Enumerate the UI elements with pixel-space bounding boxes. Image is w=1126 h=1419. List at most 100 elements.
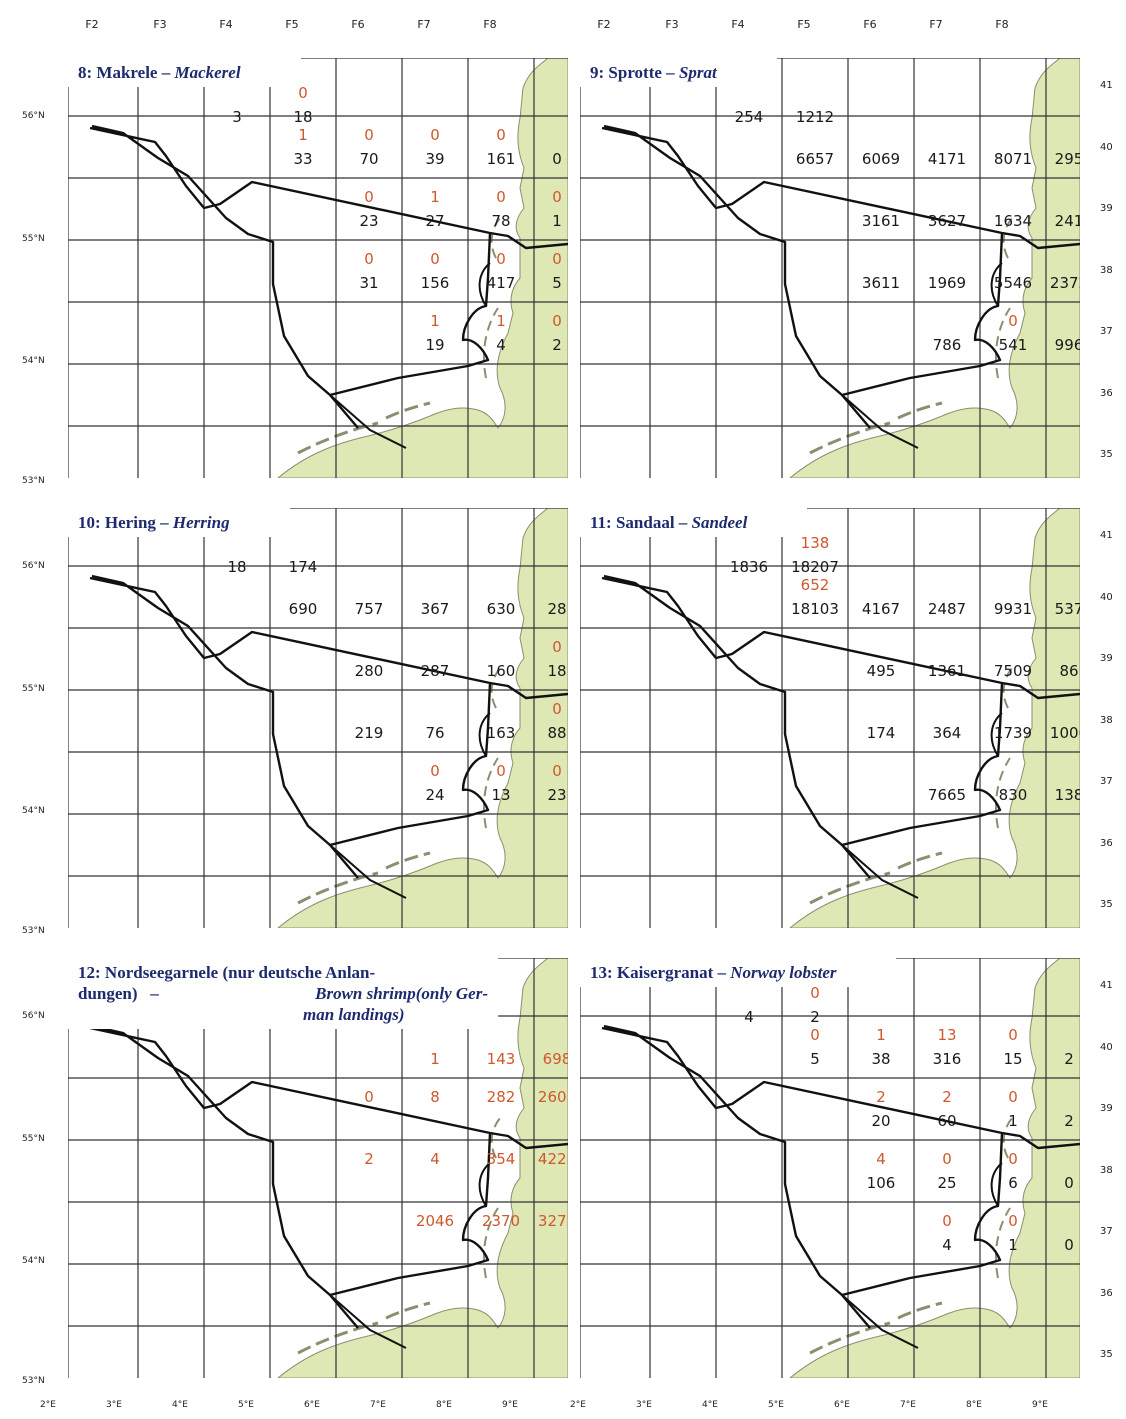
- value-red: 0: [552, 312, 562, 330]
- latitude-label: 55°N: [22, 234, 45, 244]
- value-black: 1361: [928, 662, 966, 680]
- latitude-label: 55°N: [22, 1134, 45, 1144]
- grid-column-label: F7: [417, 18, 431, 31]
- value-red: 0: [496, 762, 506, 780]
- value-red: 1: [496, 312, 506, 330]
- value-red: 4: [430, 1150, 440, 1168]
- longitude-label: 7°E: [900, 1400, 916, 1410]
- map-panel-13: 0 4 2 0 1 13 0 5 38 316 15 2 2 2 0 20 60 1 2 4 0 0 106 25 6 0 0 0 4 1…: [580, 958, 1080, 1378]
- grid-column-label: F5: [285, 18, 299, 31]
- value-black: 28: [547, 600, 566, 618]
- longitude-label: 6°E: [304, 1400, 320, 1410]
- value-red: 1: [430, 312, 440, 330]
- value-red: 0: [298, 84, 308, 102]
- value-black: 156: [421, 274, 450, 292]
- grid-column-label: F4: [731, 18, 745, 31]
- value-black: 9931: [994, 600, 1032, 618]
- panel-title: 9: Sprotte – Sprat: [580, 58, 777, 87]
- value-black: 495: [867, 662, 896, 680]
- frisian-islands: [482, 667, 501, 829]
- value-black: 3627: [928, 212, 966, 230]
- frisian-islands: [482, 1117, 501, 1279]
- title-de: 11: Sandaal –: [590, 513, 692, 532]
- value-black: 27: [425, 212, 444, 230]
- value-black: 1212: [796, 108, 834, 126]
- grid-row-label: 40: [1100, 1041, 1113, 1053]
- eez-boundary: [89, 124, 568, 429]
- value-red: 2: [876, 1088, 886, 1106]
- value-black: 0: [552, 150, 562, 168]
- value-red: 1: [876, 1026, 886, 1044]
- ices-grid: [68, 58, 568, 478]
- value-black: 25: [937, 1174, 956, 1192]
- value-black: 18: [293, 108, 312, 126]
- value-black: 1: [552, 212, 562, 230]
- frisian-islands: [482, 217, 501, 379]
- longitude-label: 3°E: [636, 1400, 652, 1410]
- eez-boundary: [89, 1024, 568, 1329]
- value-black: 23: [359, 212, 378, 230]
- value-black: 280: [355, 662, 384, 680]
- grid-column-label: F2: [597, 18, 611, 31]
- value-black: 13: [491, 786, 510, 804]
- value-red: 0: [810, 984, 820, 1002]
- eez-boundary-segment: [841, 262, 1003, 449]
- latitude-label: 54°N: [22, 806, 45, 816]
- panel-title: 11: Sandaal – Sandeel: [580, 508, 808, 537]
- ices-grid: [68, 508, 568, 928]
- value-black: 830: [999, 786, 1028, 804]
- value-black: 88: [547, 724, 566, 742]
- value-black: 1006: [1050, 724, 1080, 742]
- title-de: 10: Hering –: [78, 513, 173, 532]
- longitude-label: 2°E: [570, 1400, 586, 1410]
- latitude-label: 55°N: [22, 684, 45, 694]
- panel-title: 8: Makrele – Mackerel: [68, 58, 301, 87]
- latitude-label: 53°N: [22, 1376, 45, 1386]
- value-black: 174: [867, 724, 896, 742]
- panel-title: 10: Hering – Herring: [68, 508, 290, 537]
- eez-boundary-segment: [841, 1162, 1003, 1349]
- map-panel-11: 138 1836 18207 652 18103 4167 2487 9931 537 495 13…: [580, 508, 1080, 928]
- latitude-label: 54°N: [22, 1256, 45, 1266]
- value-black: 364: [933, 724, 962, 742]
- value-black: 138: [1055, 786, 1080, 804]
- panel-title: 12: Nordseegarnele (nur deutsche Anlan-d…: [68, 958, 498, 1029]
- value-black: 39: [425, 150, 444, 168]
- longitude-label: 4°E: [702, 1400, 718, 1410]
- grid-row-label: 36: [1100, 387, 1113, 399]
- longitude-label: 4°E: [172, 1400, 188, 1410]
- title-de: 9: Sprotte –: [590, 63, 679, 82]
- value-black: 0: [1064, 1236, 1074, 1254]
- value-black: 2: [810, 1008, 820, 1026]
- value-black: 15: [1003, 1050, 1022, 1068]
- value-black: 0: [1064, 1174, 1074, 1192]
- value-red: 2370: [482, 1212, 520, 1230]
- eez-boundary-segment: [329, 1162, 491, 1349]
- value-black: 4167: [862, 600, 900, 618]
- grid-row-label: 35: [1100, 899, 1113, 910]
- grid-column-label: F6: [863, 18, 877, 31]
- map-panel-12: 1 143 698 0 8 282 2605 2 4 354 4228 2046 2370 3272 12:…: [68, 958, 568, 1378]
- title-en: Mackerel: [174, 63, 241, 82]
- grid-column-label: F8: [995, 18, 1009, 31]
- value-black: 1: [1008, 1112, 1018, 1130]
- value-black: 78: [491, 212, 510, 230]
- value-red: 3272: [538, 1212, 568, 1230]
- value-black: 106: [867, 1174, 896, 1192]
- value-black: 19: [425, 336, 444, 354]
- grid-row-label: 35: [1100, 1349, 1113, 1360]
- grid-row-label: 38: [1100, 264, 1113, 276]
- grid-column-label: F2: [85, 18, 99, 31]
- ices-grid: [580, 508, 1080, 928]
- value-red: 138: [801, 534, 830, 552]
- grid-row-label: 36: [1100, 837, 1113, 849]
- eez-boundary-segment: [841, 712, 1003, 899]
- value-red: 1: [430, 1050, 440, 1068]
- value-black: 1836: [730, 558, 768, 576]
- value-red: 0: [430, 250, 440, 268]
- value-red: 0: [552, 638, 562, 656]
- value-black: 18207: [791, 558, 839, 576]
- longitude-label: 8°E: [436, 1400, 452, 1410]
- value-red: 0: [1008, 1150, 1018, 1168]
